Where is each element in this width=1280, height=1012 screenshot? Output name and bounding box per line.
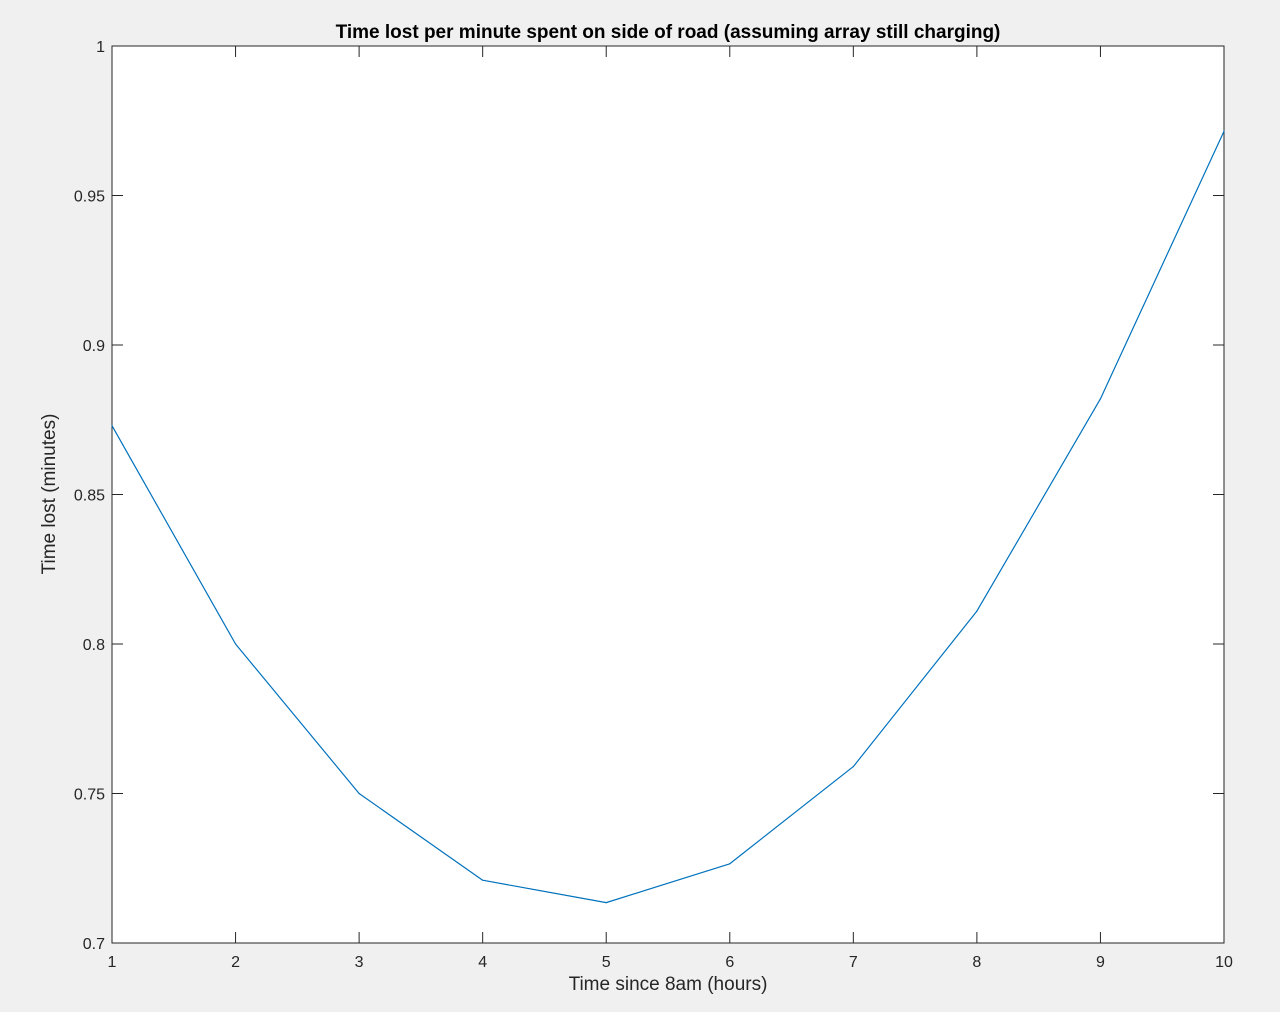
x-tick-label: 9 — [1096, 954, 1105, 971]
y-tick-label: 0.95 — [74, 189, 105, 206]
data-point — [729, 863, 731, 865]
chart-title: Time lost per minute spent on side of ro… — [336, 22, 1001, 43]
data-point — [976, 610, 978, 612]
x-tick-label: 3 — [355, 954, 364, 971]
ticks-layer: 1 2 3 4 5 6 7 8 9 10 0.7 0.75 0.8 0.85 0.9 0.95 1 — [74, 39, 1233, 971]
x-tick-label: 4 — [478, 954, 487, 971]
data-point — [1099, 398, 1102, 400]
x-tick-label: 1 — [108, 954, 117, 971]
y-tick-label: 0.7 — [83, 936, 105, 953]
series-line — [111, 130, 1225, 904]
data-point — [852, 765, 854, 768]
data-point — [605, 902, 607, 904]
y-tick-label: 0.8 — [83, 637, 105, 654]
y-axis-label: Time lost (minutes) — [39, 414, 60, 575]
data-point — [111, 425, 113, 427]
y-tick-label: 0.75 — [74, 787, 105, 804]
data-point — [1223, 130, 1225, 132]
data-point — [234, 643, 237, 645]
data-point — [358, 792, 360, 795]
x-axis-label: Time since 8am (hours) — [569, 974, 768, 995]
x-tick-label: 10 — [1215, 954, 1233, 971]
x-tick-label: 6 — [725, 954, 734, 971]
data-point — [482, 879, 484, 881]
x-tick-label: 2 — [231, 954, 240, 971]
y-tick-label: 1 — [96, 39, 105, 56]
plot-area — [111, 45, 1225, 944]
series-layer — [111, 130, 1225, 904]
x-tick-label: 8 — [972, 954, 981, 971]
x-tick-label: 7 — [849, 954, 858, 971]
y-tick-label: 0.85 — [74, 488, 105, 505]
x-tick-label: 5 — [602, 954, 611, 971]
y-tick-label: 0.9 — [83, 338, 105, 355]
